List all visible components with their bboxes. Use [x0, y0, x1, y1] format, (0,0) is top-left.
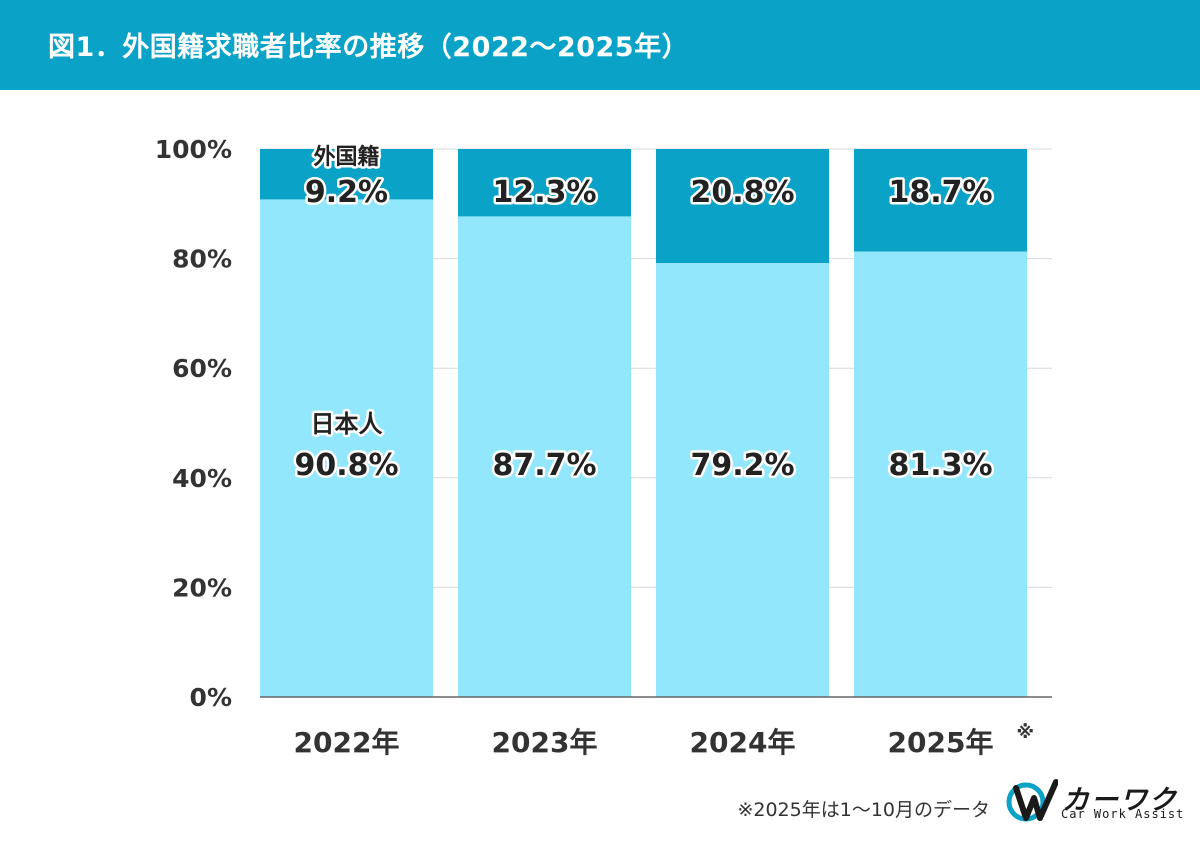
x-tick-label: 2022年 — [294, 726, 400, 759]
bar-japanese — [656, 262, 829, 697]
data-label-foreign: 9.2% — [305, 175, 388, 210]
y-tick-label: 40% — [172, 464, 232, 493]
x-tick-label: 2023年 — [492, 726, 598, 759]
category-note: ※ — [1017, 722, 1035, 743]
x-tick-label: 2024年 — [690, 726, 796, 759]
brand-logo: カーワク Car Work Assist — [1006, 778, 1183, 824]
data-label-japanese: 79.2% — [690, 448, 794, 483]
series-label-japanese: 日本人 — [311, 410, 383, 438]
data-label-japanese: 81.3% — [888, 448, 992, 483]
bar-japanese — [458, 216, 631, 698]
footnote: ※2025年は1〜10月のデータ — [737, 799, 990, 821]
data-label-japanese: 90.8% — [294, 448, 398, 483]
data-label-foreign: 20.8% — [690, 175, 794, 210]
data-label-foreign: 18.7% — [888, 175, 992, 210]
header-bar: 図1．外国籍求職者比率の推移（2022〜2025年） — [0, 0, 1200, 90]
bar-foreign — [458, 149, 631, 217]
bar-foreign — [656, 149, 829, 263]
bar-foreign — [854, 149, 1027, 252]
bar-foreign — [260, 149, 433, 200]
data-label-japanese: 87.7% — [492, 448, 596, 483]
y-tick-label: 20% — [172, 573, 232, 602]
y-tick-label: 60% — [172, 354, 232, 383]
bar-japanese — [854, 251, 1027, 697]
x-tick-label: 2025年 — [888, 726, 994, 759]
y-tick-label: 80% — [172, 245, 232, 274]
series-label-foreign: 外国籍 — [313, 144, 379, 170]
logo-name: カーワク — [1062, 785, 1178, 816]
bar-japanese — [260, 199, 433, 697]
y-tick-label: 0% — [190, 683, 232, 712]
y-tick-label: 100% — [155, 135, 232, 164]
data-label-foreign: 12.3% — [492, 175, 596, 210]
logo-mark-icon — [1006, 779, 1058, 822]
page-title: 図1．外国籍求職者比率の推移（2022〜2025年） — [48, 32, 690, 63]
logo-subtitle: Car Work Assist — [1061, 807, 1185, 821]
